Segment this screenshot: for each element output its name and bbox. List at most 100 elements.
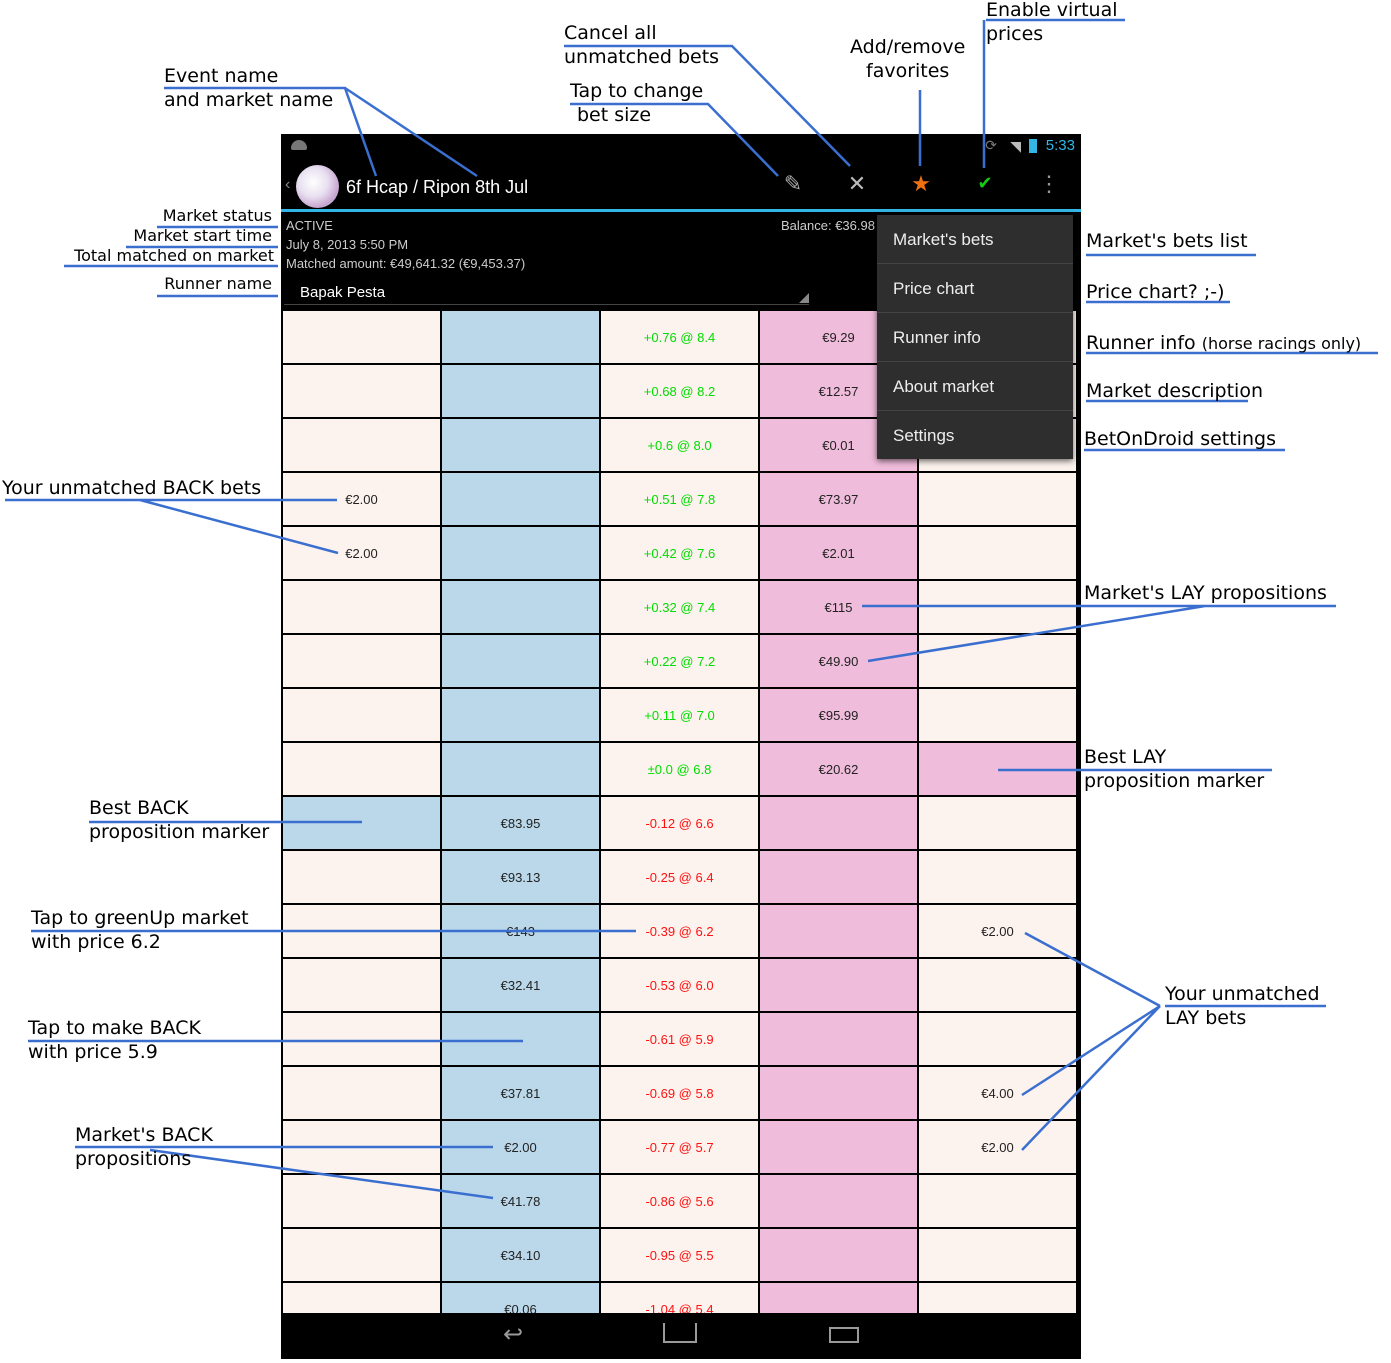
price-cell[interactable]: +0.22 @ 7.2 bbox=[601, 635, 758, 687]
price-cell[interactable]: -0.95 @ 5.5 bbox=[601, 1229, 758, 1281]
lay-offer-cell[interactable] bbox=[760, 1121, 917, 1173]
my-lay-bet-cell[interactable] bbox=[919, 527, 1076, 579]
pencil-icon[interactable]: ✎ bbox=[783, 171, 803, 196]
my-lay-bet-cell[interactable] bbox=[919, 1013, 1076, 1065]
price-cell[interactable]: -0.69 @ 5.8 bbox=[601, 1067, 758, 1119]
my-back-bet-cell[interactable] bbox=[283, 1121, 440, 1173]
back-offer-cell[interactable]: €41.78 bbox=[442, 1175, 599, 1227]
price-cell[interactable]: ±0.0 @ 6.8 bbox=[601, 743, 758, 795]
back-offer-cell[interactable]: €32.41 bbox=[442, 959, 599, 1011]
back-nav-icon[interactable]: ↩ bbox=[503, 1321, 524, 1348]
back-offer-cell[interactable] bbox=[442, 365, 599, 417]
my-back-bet-cell[interactable] bbox=[283, 1229, 440, 1281]
my-lay-bet-cell[interactable] bbox=[919, 581, 1076, 633]
my-back-bet-cell[interactable] bbox=[283, 797, 440, 849]
my-back-bet-cell[interactable] bbox=[283, 851, 440, 903]
back-offer-cell[interactable]: €93.13 bbox=[442, 851, 599, 903]
my-back-bet-cell[interactable] bbox=[283, 743, 440, 795]
my-back-bet-cell[interactable] bbox=[283, 905, 440, 957]
back-offer-cell[interactable] bbox=[442, 311, 599, 363]
overflow-menu-icon[interactable]: ⋮ bbox=[1038, 171, 1060, 196]
lay-offer-cell[interactable]: €2.01 bbox=[760, 527, 917, 579]
menu-item-runner-info[interactable]: Runner info bbox=[877, 313, 1073, 362]
back-offer-cell[interactable] bbox=[442, 1013, 599, 1065]
my-back-bet-cell[interactable] bbox=[283, 581, 440, 633]
my-lay-bet-cell[interactable] bbox=[919, 473, 1076, 525]
my-lay-bet-cell[interactable] bbox=[919, 797, 1076, 849]
my-back-bet-cell[interactable] bbox=[283, 959, 440, 1011]
price-cell[interactable]: -0.86 @ 5.6 bbox=[601, 1175, 758, 1227]
event-market-title[interactable]: 6f Hcap / Ripon 8th Jul bbox=[346, 177, 529, 197]
back-offer-cell[interactable]: €2.00 bbox=[442, 1121, 599, 1173]
menu-item-markets-bets[interactable]: Market's bets bbox=[877, 215, 1073, 264]
price-cell[interactable]: -0.25 @ 6.4 bbox=[601, 851, 758, 903]
my-lay-bet-cell[interactable]: €4.00 bbox=[919, 1067, 1076, 1119]
price-cell[interactable]: +0.68 @ 8.2 bbox=[601, 365, 758, 417]
back-offer-cell[interactable]: €37.81 bbox=[442, 1067, 599, 1119]
back-offer-cell[interactable] bbox=[442, 689, 599, 741]
my-lay-bet-cell[interactable] bbox=[919, 1175, 1076, 1227]
my-back-bet-cell[interactable] bbox=[283, 365, 440, 417]
price-cell[interactable]: -0.53 @ 6.0 bbox=[601, 959, 758, 1011]
back-offer-cell[interactable] bbox=[442, 743, 599, 795]
back-offer-cell[interactable]: €34.10 bbox=[442, 1229, 599, 1281]
my-lay-bet-cell[interactable] bbox=[919, 635, 1076, 687]
my-back-bet-cell[interactable] bbox=[283, 1175, 440, 1227]
my-back-bet-cell[interactable] bbox=[283, 419, 440, 471]
back-offer-cell[interactable] bbox=[442, 473, 599, 525]
up-chevron-icon[interactable]: ‹ bbox=[285, 176, 291, 193]
my-back-bet-cell[interactable] bbox=[283, 689, 440, 741]
price-cell[interactable]: +0.42 @ 7.6 bbox=[601, 527, 758, 579]
close-icon[interactable]: ✕ bbox=[847, 171, 867, 196]
menu-item-about-market[interactable]: About market bbox=[877, 362, 1073, 411]
my-back-bet-cell[interactable] bbox=[283, 635, 440, 687]
price-cell[interactable]: +0.32 @ 7.4 bbox=[601, 581, 758, 633]
my-back-bet-cell[interactable] bbox=[283, 1067, 440, 1119]
lay-offer-cell[interactable]: €95.99 bbox=[760, 689, 917, 741]
lay-offer-cell[interactable] bbox=[760, 1175, 917, 1227]
price-cell[interactable]: -0.61 @ 5.9 bbox=[601, 1013, 758, 1065]
my-lay-bet-cell[interactable] bbox=[919, 1229, 1076, 1281]
my-lay-bet-cell[interactable]: €2.00 bbox=[919, 1121, 1076, 1173]
back-offer-cell[interactable] bbox=[442, 635, 599, 687]
back-offer-cell[interactable] bbox=[442, 419, 599, 471]
my-lay-bet-cell[interactable] bbox=[919, 851, 1076, 903]
lay-offer-cell[interactable]: €20.62 bbox=[760, 743, 917, 795]
price-cell[interactable]: +0.11 @ 7.0 bbox=[601, 689, 758, 741]
menu-item-settings[interactable]: Settings bbox=[893, 426, 955, 445]
my-lay-bet-cell[interactable]: €2.00 bbox=[919, 905, 1076, 957]
back-offer-cell[interactable] bbox=[442, 527, 599, 579]
price-cell[interactable]: +0.76 @ 8.4 bbox=[601, 311, 758, 363]
price-cell[interactable]: -0.12 @ 6.6 bbox=[601, 797, 758, 849]
menu-item-price-chart[interactable]: Price chart bbox=[877, 264, 1073, 313]
my-back-bet-cell[interactable] bbox=[283, 1013, 440, 1065]
price-cell[interactable]: -0.77 @ 5.7 bbox=[601, 1121, 758, 1173]
lay-offer-cell[interactable]: €73.97 bbox=[760, 473, 917, 525]
price-cell[interactable]: +0.51 @ 7.8 bbox=[601, 473, 758, 525]
runner-selector[interactable]: Bapak Pesta bbox=[284, 284, 809, 305]
my-back-bet-cell[interactable]: €2.00 bbox=[283, 527, 440, 579]
check-icon[interactable]: ✔ bbox=[977, 173, 993, 193]
my-lay-bet-cell[interactable] bbox=[919, 689, 1076, 741]
my-lay-bet-cell[interactable] bbox=[919, 959, 1076, 1011]
price-cell[interactable]: -0.39 @ 6.2 bbox=[601, 905, 758, 957]
lay-offer-cell[interactable] bbox=[760, 1067, 917, 1119]
star-icon[interactable]: ★ bbox=[911, 171, 931, 196]
lay-offer-cell[interactable] bbox=[760, 851, 917, 903]
my-back-bet-cell[interactable] bbox=[283, 311, 440, 363]
lay-offer-cell[interactable]: €115 bbox=[760, 581, 917, 633]
lay-offer-cell[interactable] bbox=[760, 797, 917, 849]
my-back-bet-cell[interactable]: €2.00 bbox=[283, 473, 440, 525]
recent-apps-nav-icon[interactable] bbox=[829, 1327, 859, 1343]
back-offer-cell[interactable]: €143 bbox=[442, 905, 599, 957]
lay-offer-cell[interactable] bbox=[760, 1229, 917, 1281]
lay-offer-cell[interactable]: €49.90 bbox=[760, 635, 917, 687]
app-logo-soccer-ball[interactable] bbox=[296, 165, 339, 208]
back-offer-cell[interactable] bbox=[442, 581, 599, 633]
my-lay-bet-cell[interactable] bbox=[919, 743, 1076, 795]
lay-offer-cell[interactable] bbox=[760, 959, 917, 1011]
lay-offer-cell[interactable] bbox=[760, 1013, 917, 1065]
back-offer-cell[interactable]: €83.95 bbox=[442, 797, 599, 849]
price-cell[interactable]: +0.6 @ 8.0 bbox=[601, 419, 758, 471]
home-nav-icon[interactable] bbox=[663, 1323, 697, 1343]
